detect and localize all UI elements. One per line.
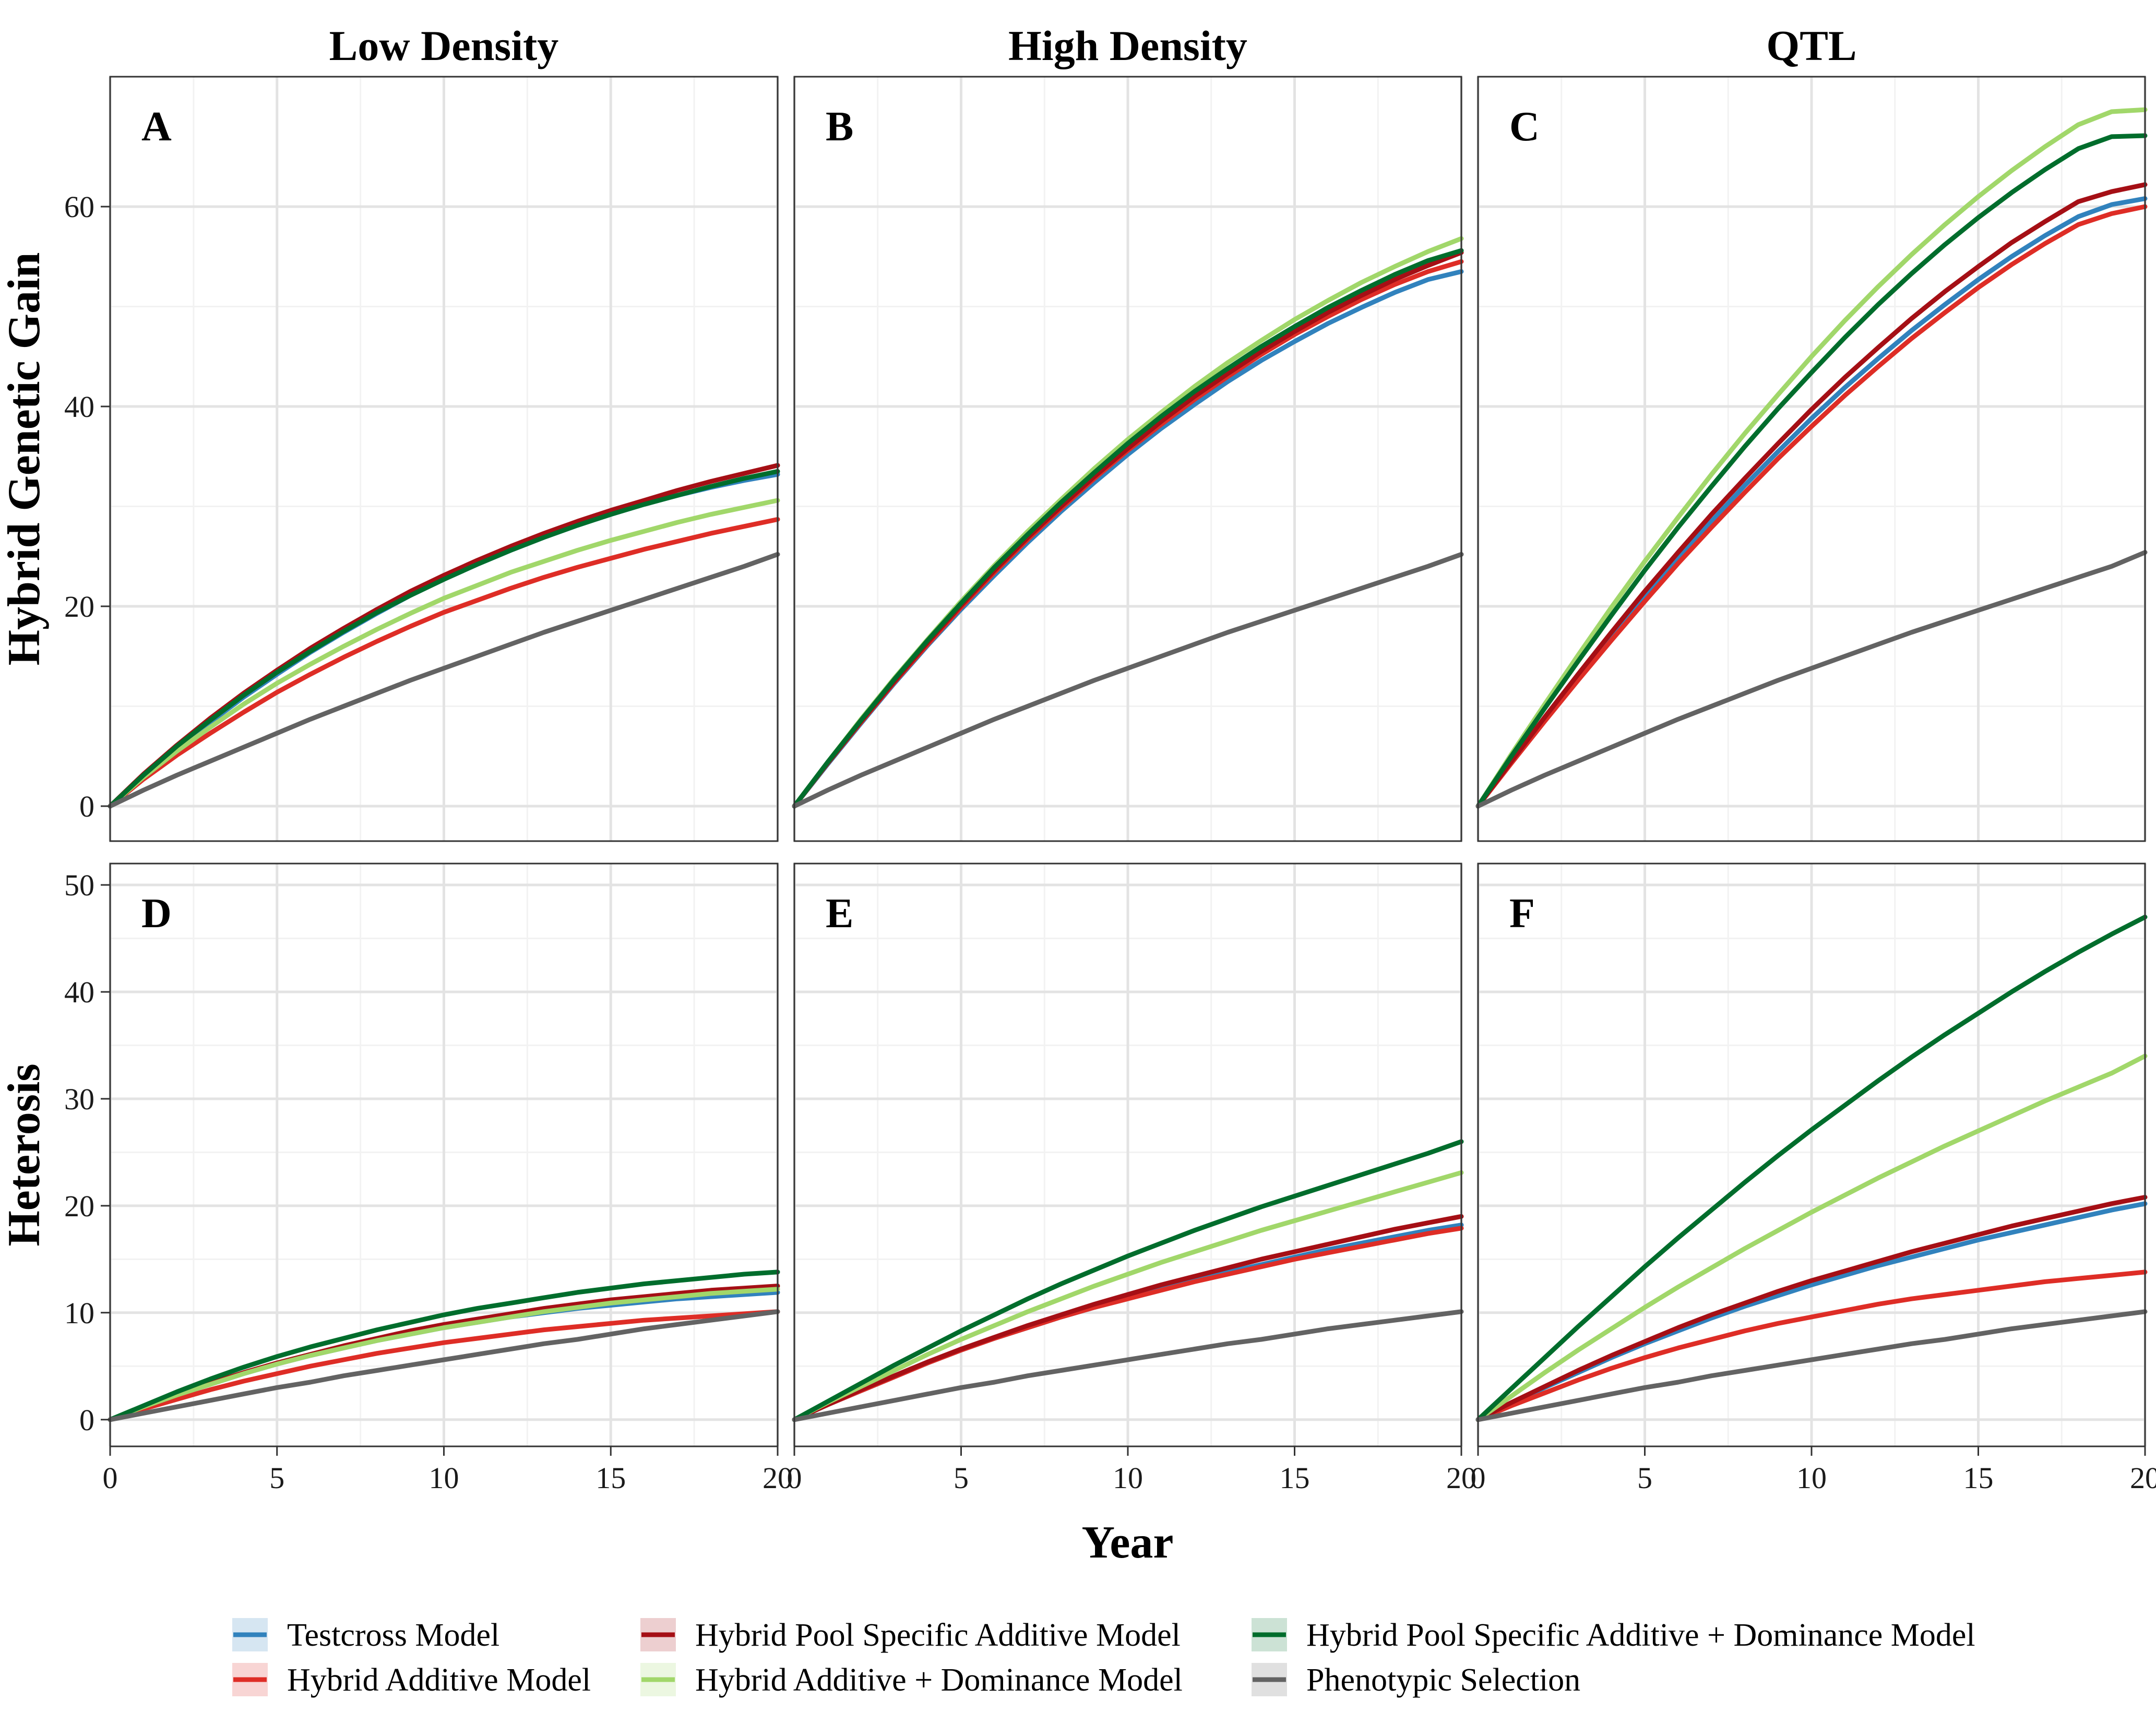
x-tick-label: 5 (269, 1461, 284, 1495)
x-tick-label: 10 (1796, 1461, 1827, 1495)
panel-frames (101, 76, 2146, 1456)
legend-label: Hybrid Pool Specific Additive Model (695, 1618, 1181, 1653)
y-tick-label: 60 (64, 190, 94, 224)
y-tick-label: 20 (64, 1189, 94, 1223)
series-line-c-hybrid-pool-specific-additive-model (1475, 182, 2148, 809)
panel-letter-b: B (826, 104, 853, 150)
column-title: QTL (1766, 22, 1856, 69)
panel-frame-b (793, 76, 1462, 842)
legend-label: Phenotypic Selection (1306, 1662, 1580, 1698)
panel-frame-c (1477, 76, 2146, 842)
series-line-d-phenotypic-selection (108, 1309, 780, 1422)
series-lines (108, 107, 2148, 1422)
y-tick-label: 30 (64, 1082, 94, 1116)
panel-letter-e: E (826, 891, 853, 937)
x-tick-label: 15 (595, 1461, 626, 1495)
x-tick-label: 10 (1113, 1461, 1143, 1495)
series-line-d-hybrid-additive-dominance-model (108, 1287, 780, 1422)
panel-letter-d: D (141, 891, 172, 937)
column-title: High Density (1008, 22, 1247, 69)
x-tick-label: 0 (103, 1461, 118, 1495)
series-line-f-phenotypic-selection (1475, 1309, 2148, 1422)
series-line-b-phenotypic-selection (792, 552, 1464, 809)
x-tick-label: 5 (954, 1461, 969, 1495)
x-tick-label: 0 (1471, 1461, 1486, 1495)
series-line-a-hybrid-additive-dominance-model (108, 498, 780, 809)
series-line-c-hybrid-pool-specific-additive-dominance-model (1475, 133, 2148, 809)
y-tick-label: 10 (64, 1296, 94, 1330)
y-tick-label: 0 (79, 1403, 94, 1437)
legend-label: Hybrid Pool Specific Additive + Dominanc… (1306, 1618, 1975, 1653)
x-tick-label: 10 (429, 1461, 459, 1495)
x-tick-label: 0 (787, 1461, 802, 1495)
legend: Testcross Model Hybrid Additive Model Hybr… (232, 1618, 1975, 1698)
y-tick-label: 40 (64, 975, 94, 1009)
series-line-e-hybrid-additive-dominance-model (792, 1170, 1464, 1422)
series-line-f-hybrid-additive-dominance-model (1475, 1053, 2148, 1422)
series-line-d-hybrid-additive-model (108, 1309, 780, 1422)
series-line-e-phenotypic-selection (792, 1309, 1464, 1422)
y-tick-label: 20 (64, 590, 94, 624)
x-tick-label: 20 (2130, 1461, 2156, 1495)
y-axis-title: Hybrid Genetic Gain (0, 253, 50, 666)
series-line-c-hybrid-additive-dominance-model (1475, 107, 2148, 809)
series-line-e-hybrid-pool-specific-additive-model (792, 1214, 1464, 1422)
x-tick-label: 15 (1963, 1461, 1994, 1495)
x-axis-title: Year (1082, 1517, 1174, 1568)
x-tick-label: 20 (1446, 1461, 1476, 1495)
x-tick-label: 20 (763, 1461, 793, 1495)
y-tick-label: 40 (64, 390, 94, 424)
legend-label: Testcross Model (287, 1618, 499, 1653)
panel-letter-a: A (141, 104, 172, 150)
y-tick-label: 0 (79, 789, 94, 823)
y-axis-title: Heterosis (0, 1063, 50, 1246)
series-line-d-hybrid-pool-specific-additive-dominance-model (108, 1269, 780, 1422)
series-line-f-hybrid-additive-model (1475, 1269, 2148, 1422)
x-tick-label: 15 (1280, 1461, 1310, 1495)
legend-label: Hybrid Additive + Dominance Model (695, 1662, 1183, 1698)
series-line-c-hybrid-additive-model (1475, 204, 2148, 809)
series-line-a-hybrid-pool-specific-additive-dominance-model (108, 469, 780, 809)
series-line-f-hybrid-pool-specific-additive-model (1475, 1195, 2148, 1422)
panel-letter-c: C (1509, 104, 1540, 150)
y-tick-label: 50 (64, 868, 94, 902)
column-title: Low Density (329, 22, 559, 69)
series-line-b-hybrid-pool-specific-additive-dominance-model (792, 248, 1464, 809)
panel-frame-a (109, 76, 779, 842)
panel-letter-f: F (1509, 891, 1535, 937)
legend-label: Hybrid Additive Model (287, 1662, 591, 1698)
series-line-a-hybrid-additive-model (108, 517, 780, 809)
series-line-e-hybrid-pool-specific-additive-dominance-model (792, 1139, 1464, 1422)
series-line-c-phenotypic-selection (1475, 550, 2148, 809)
series-line-a-phenotypic-selection (108, 552, 780, 809)
series-line-f-hybrid-pool-specific-additive-dominance-model (1475, 915, 2148, 1422)
x-tick-label: 5 (1637, 1461, 1652, 1495)
